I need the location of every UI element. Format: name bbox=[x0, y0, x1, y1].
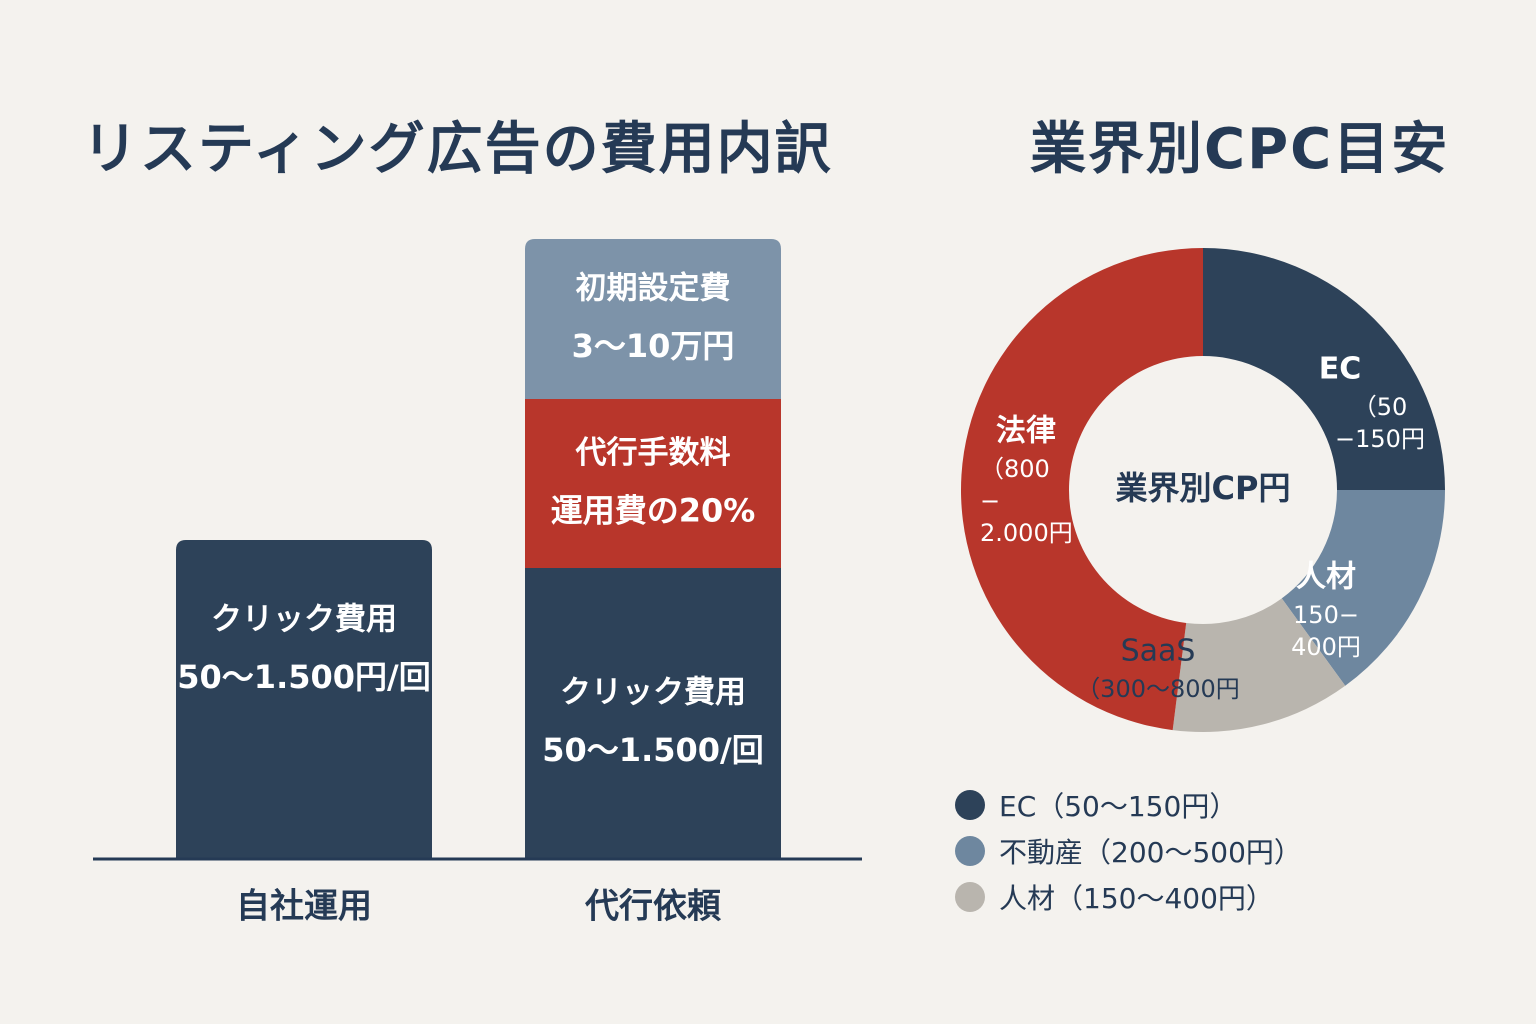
legend-label-ec: EC（50〜150円） bbox=[999, 790, 1238, 823]
legend-label-real-estate: 不動産（200〜500円） bbox=[999, 836, 1302, 869]
bar-label-1-0-1: 50〜1.500/回 bbox=[542, 731, 763, 769]
bar-segment-0-0 bbox=[176, 540, 432, 859]
slice-label-人材-2: 400円 bbox=[1291, 633, 1361, 661]
donut-slice-人材 bbox=[1281, 490, 1445, 686]
bar-label-1-1-0: 代行手数料 bbox=[575, 435, 731, 471]
bar-segment-1-0 bbox=[525, 568, 781, 859]
bar-label-1-2-1: 3〜10万円 bbox=[572, 327, 735, 365]
donut-chart-title: 業界別CPC目安 bbox=[1030, 117, 1450, 182]
donut-center-label: 業界別CP円 bbox=[1116, 469, 1291, 507]
slice-label-EC-2: −150円 bbox=[1335, 425, 1425, 453]
slice-label-人材-0: 人材 bbox=[1296, 560, 1356, 595]
slice-label-SaaS-0: SaaS bbox=[1121, 634, 1196, 669]
donut-slice-SaaS bbox=[1172, 598, 1346, 732]
slice-label-法律-2: − bbox=[980, 487, 1000, 515]
legend-label-hr: 人材（150〜400円） bbox=[999, 882, 1274, 915]
slice-label-EC-0: EC bbox=[1319, 352, 1362, 387]
legend-item-real-estate: 不動産（200〜500円） bbox=[955, 828, 1302, 874]
legend-swatch-real-estate bbox=[955, 836, 985, 866]
legend-swatch-hr bbox=[955, 882, 985, 912]
bar-label-1-2-0: 初期設定費 bbox=[576, 271, 731, 307]
bar-label-0-0-0: クリック費用 bbox=[211, 602, 397, 638]
legend-swatch-ec bbox=[955, 790, 985, 820]
bar-segment-1-1 bbox=[525, 399, 781, 568]
x-tick-label-1: 代行依頼 bbox=[584, 887, 722, 927]
bar-chart-title: リスティング広告の費用内訳 bbox=[82, 117, 833, 182]
slice-label-法律-0: 法律 bbox=[996, 414, 1056, 449]
slice-label-SaaS-1: （300〜800円 bbox=[1076, 675, 1240, 703]
slice-label-法律-3: 2.000円 bbox=[980, 519, 1073, 547]
legend-item-hr: 人材（150〜400円） bbox=[955, 874, 1302, 920]
slice-label-EC-1: （50 bbox=[1353, 393, 1408, 421]
bar-label-0-0-1: 50〜1.500円/回 bbox=[177, 658, 430, 696]
bar-segment-1-2 bbox=[525, 239, 781, 399]
donut-slice-法律 bbox=[961, 248, 1203, 731]
x-tick-label-0: 自社運用 bbox=[236, 887, 372, 927]
bar-label-1-1-1: 運用費の20% bbox=[551, 492, 756, 530]
donut-legend: EC（50〜150円） 不動産（200〜500円） 人材（150〜400円） bbox=[955, 782, 1302, 920]
donut-slice-EC bbox=[1203, 248, 1445, 490]
slice-label-法律-1: （800 bbox=[980, 455, 1050, 483]
bar-label-1-0-0: クリック費用 bbox=[560, 675, 746, 711]
slice-label-人材-1: 150− bbox=[1293, 601, 1359, 629]
legend-item-ec: EC（50〜150円） bbox=[955, 782, 1302, 828]
